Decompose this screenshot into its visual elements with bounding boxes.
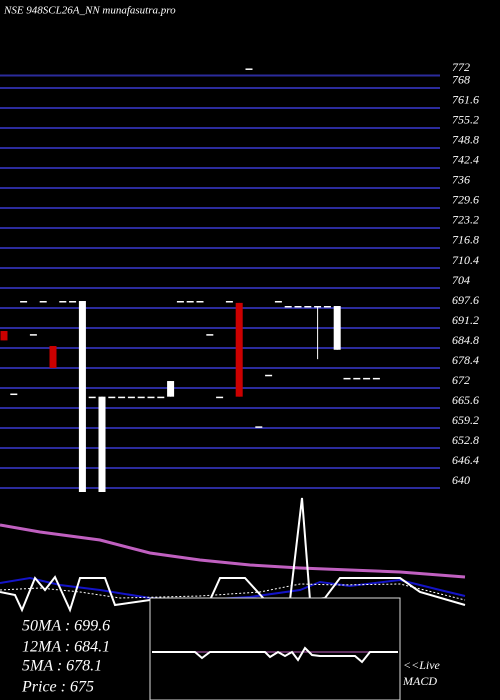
- candle-body: [186, 301, 194, 303]
- ma-line: [0, 576, 466, 602]
- candle-body: [118, 396, 126, 399]
- macd-label: <<Live: [403, 658, 441, 672]
- indicator-label: Price : 675: [21, 679, 94, 696]
- candle-body: [284, 306, 292, 308]
- y-tick-label: 772: [452, 60, 470, 74]
- candle-body: [157, 396, 165, 399]
- candle-body: [98, 396, 106, 492]
- y-tick-label: 691.2: [452, 313, 479, 327]
- candle-body: [304, 306, 312, 308]
- candle-body: [255, 426, 263, 428]
- y-tick-label: 710.4: [452, 253, 479, 267]
- candle-body: [49, 346, 57, 368]
- candle-body: [108, 396, 116, 399]
- candle-body: [294, 306, 302, 308]
- candle-body: [343, 377, 351, 380]
- y-tick-label: 704: [452, 273, 470, 287]
- candle-body: [167, 381, 175, 397]
- y-tick-label: 748.8: [452, 133, 479, 147]
- y-tick-label: 742.4: [452, 153, 479, 167]
- candle-body: [245, 68, 253, 70]
- y-tick-label: 672: [452, 373, 470, 387]
- candle-body: [265, 374, 273, 377]
- y-tick-label: 768: [452, 73, 470, 87]
- macd-box: [149, 597, 401, 700]
- candle-body: [78, 301, 86, 492]
- macd-panel: [149, 597, 401, 700]
- y-tick-label: 652.8: [452, 433, 479, 447]
- candle-body: [59, 301, 67, 303]
- candle-body: [206, 334, 214, 336]
- candle-body: [225, 301, 233, 303]
- candle-body: [274, 301, 282, 303]
- candle-body: [0, 331, 8, 341]
- candle-body: [196, 301, 204, 303]
- indicator-label: 5MA : 678.1: [22, 658, 102, 675]
- macd-line: [152, 646, 398, 664]
- candle-body: [39, 301, 47, 303]
- y-tick-label: 678.4: [452, 353, 479, 367]
- candle-body: [235, 302, 243, 397]
- candle-body: [69, 301, 77, 303]
- y-tick-label: 640: [452, 473, 470, 487]
- candle-body: [127, 396, 135, 399]
- y-tick-label: 697.6: [452, 293, 479, 307]
- candle-body: [20, 301, 28, 303]
- y-tick-label: 659.2: [452, 413, 479, 427]
- y-tick-label: 736: [452, 173, 470, 187]
- candle-body: [147, 396, 155, 399]
- candle-body: [314, 306, 322, 308]
- candle-body: [216, 396, 224, 399]
- y-tick-label: 684.8: [452, 333, 479, 347]
- candle-body: [176, 301, 184, 303]
- y-tick-label: 729.6: [452, 193, 479, 207]
- candle-body: [88, 396, 96, 399]
- ma-line: [0, 523, 466, 579]
- y-tick-label: 723.2: [452, 213, 479, 227]
- y-tick-label: 761.6: [452, 93, 479, 107]
- candle-body: [372, 377, 380, 380]
- candle-body: [10, 393, 18, 396]
- candle-body: [323, 306, 331, 308]
- candle-body: [333, 306, 341, 350]
- macd-label: MACD: [402, 674, 437, 688]
- indicator-label: 12MA : 684.1: [22, 639, 110, 656]
- candle-body: [363, 377, 371, 380]
- y-tick-label: 755.2: [452, 113, 479, 127]
- indicator-label: 50MA : 699.6: [22, 618, 110, 635]
- y-tick-label: 665.6: [452, 393, 479, 407]
- y-tick-label: 716.8: [452, 233, 479, 247]
- chart-title: NSE 948SCL26A_NN munafasutra.pro: [3, 5, 176, 17]
- candle-body: [29, 334, 37, 336]
- y-tick-label: 646.4: [452, 453, 479, 467]
- candle-body: [353, 377, 361, 380]
- candle-body: [137, 396, 145, 399]
